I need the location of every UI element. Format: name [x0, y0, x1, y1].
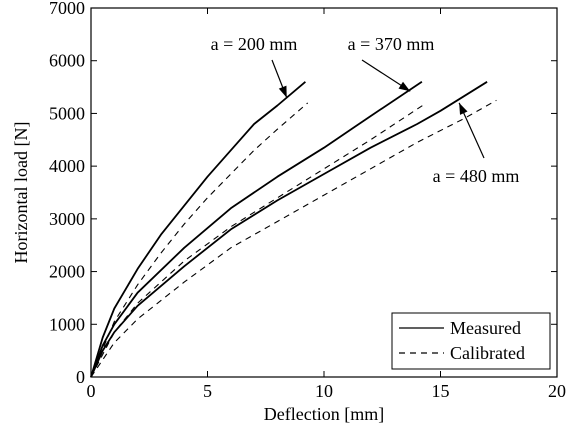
y-tick-label: 0 [76, 367, 85, 387]
annotation-arrowhead [459, 102, 468, 115]
x-tick-label: 20 [548, 381, 566, 401]
annotation-a-370-mm: a = 370 mm [348, 34, 435, 54]
x-tick-label: 10 [315, 381, 333, 401]
series-a-200-mm-measured-line [90, 81, 306, 378]
series-a-200-mm-calibrated-line [90, 102, 309, 378]
y-tick-label: 6000 [49, 51, 85, 71]
legend-box [391, 312, 551, 370]
y-tick-label: 4000 [49, 156, 85, 176]
annotation-arrowhead [278, 85, 287, 98]
annotation-arrowhead [398, 81, 411, 92]
x-axis-label: Deflection [mm] [264, 404, 384, 424]
y-tick-label: 2000 [49, 262, 85, 282]
series-a-370-mm-measured-line [90, 81, 423, 378]
series-a-480-mm-calibrated-line [90, 99, 497, 378]
annotation-layer: a = 200 mm a = 370 mm a = 480 mm [211, 34, 520, 186]
legend: Measured Calibrated [391, 312, 551, 370]
x-tick-label: 15 [432, 381, 450, 401]
series-a-480-mm-measured-line [90, 81, 488, 378]
legend-label-measured: Measured [450, 318, 521, 338]
x-tick-label: 0 [87, 381, 96, 401]
y-tick-label: 7000 [49, 0, 85, 18]
y-tick-label: 5000 [49, 103, 85, 123]
ticks-layer: 0 5 10 15 20 0 1000 2000 3000 4000 5000 6000 7000 [49, 0, 566, 401]
series-a-370-mm-calibrated-line [90, 102, 427, 378]
y-tick-label: 1000 [49, 314, 85, 334]
annotation-a-200-mm: a = 200 mm [211, 34, 298, 54]
legend-label-calibrated: Calibrated [450, 343, 525, 363]
y-tick-label: 3000 [49, 209, 85, 229]
y-axis-label: Horizontal load [N] [11, 122, 31, 264]
x-tick-label: 5 [203, 381, 212, 401]
series-layer [90, 81, 497, 378]
annotation-a-480-mm: a = 480 mm [433, 166, 520, 186]
